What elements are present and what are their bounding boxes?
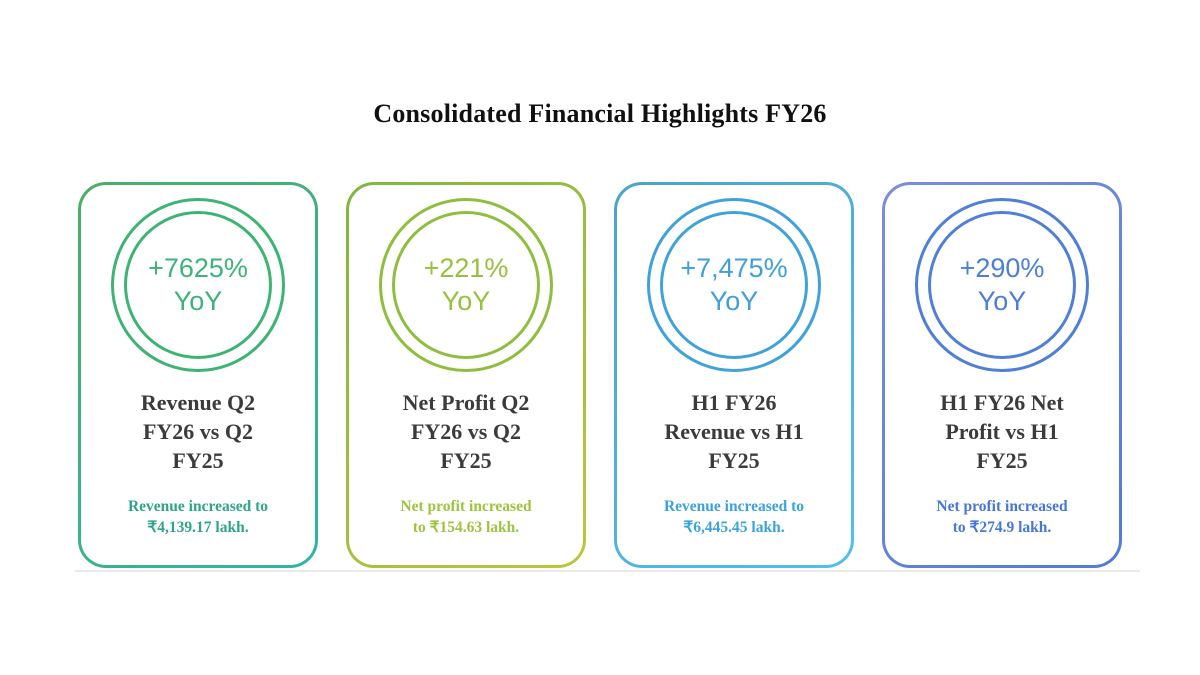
yoy-label: YoY xyxy=(173,286,223,316)
card-description: Revenue increased to ₹4,139.17 lakh. xyxy=(127,498,269,536)
yoy-label: YoY xyxy=(441,286,491,316)
page-title: Consolidated Financial Highlights FY26 xyxy=(373,99,827,128)
yoy-label: YoY xyxy=(977,286,1027,316)
kpi-card-h1-revenue: +7,475% YoY H1 FY26 Revenue vs H1 FY25 R… xyxy=(614,182,854,568)
yoy-badge-outer-ring: +290% YoY xyxy=(915,198,1089,372)
kpi-card-body: +221% YoY Net Profit Q2 FY26 vs Q2 FY25 … xyxy=(349,185,583,565)
yoy-badge-outer-ring: +221% YoY xyxy=(379,198,553,372)
percent-value: +290% xyxy=(959,253,1045,283)
card-title: Net Profit Q2 FY26 vs Q2 FY25 xyxy=(402,390,530,473)
card-title: Revenue Q2 FY26 vs Q2 FY25 xyxy=(140,390,256,473)
kpi-card-body: +290% YoY H1 FY26 Net Profit vs H1 FY25 … xyxy=(885,185,1119,565)
kpi-card-revenue-q2: +7625% YoY Revenue Q2 FY26 vs Q2 FY25 Re… xyxy=(78,182,318,568)
yoy-badge-inner-ring: +221% YoY xyxy=(392,211,540,359)
kpi-card-body: +7,475% YoY H1 FY26 Revenue vs H1 FY25 R… xyxy=(617,185,851,565)
kpi-cards-row: +7625% YoY Revenue Q2 FY26 vs Q2 FY25 Re… xyxy=(78,182,1122,568)
kpi-card-net-profit-q2: +221% YoY Net Profit Q2 FY26 vs Q2 FY25 … xyxy=(346,182,586,568)
yoy-badge-outer-ring: +7,475% YoY xyxy=(647,198,821,372)
yoy-badge-outer-ring: +7625% YoY xyxy=(111,198,285,372)
card-title: H1 FY26 Net Profit vs H1 FY25 xyxy=(940,390,1064,473)
yoy-badge-inner-ring: +290% YoY xyxy=(928,211,1076,359)
yoy-badge-inner-ring: +7,475% YoY xyxy=(660,211,808,359)
percent-value: +221% xyxy=(423,253,509,283)
percent-value: +7,475% xyxy=(680,253,788,283)
card-title: H1 FY26 Revenue vs H1 FY25 xyxy=(664,390,804,473)
yoy-badge-inner-ring: +7625% YoY xyxy=(124,211,272,359)
yoy-label: YoY xyxy=(709,286,759,316)
card-description: Revenue increased to ₹6,445.45 lakh. xyxy=(663,498,805,536)
card-description: Net profit increased to ₹154.63 lakh. xyxy=(400,498,532,536)
percent-value: +7625% xyxy=(148,253,248,283)
kpi-card-h1-net-profit: +290% YoY H1 FY26 Net Profit vs H1 FY25 … xyxy=(882,182,1122,568)
card-description: Net profit increased to ₹274.9 lakh. xyxy=(936,498,1068,536)
divider-line xyxy=(75,570,1140,572)
kpi-card-body: +7625% YoY Revenue Q2 FY26 vs Q2 FY25 Re… xyxy=(81,185,315,565)
